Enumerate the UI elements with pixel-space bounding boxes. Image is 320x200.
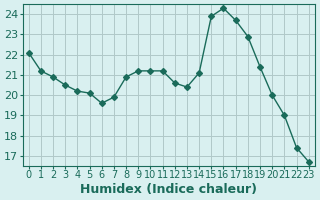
X-axis label: Humidex (Indice chaleur): Humidex (Indice chaleur) [80, 183, 257, 196]
